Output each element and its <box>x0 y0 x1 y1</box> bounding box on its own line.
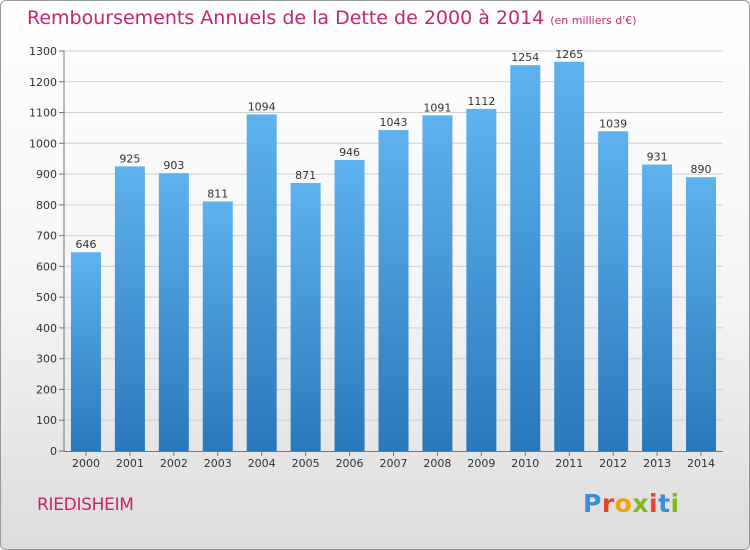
data-label: 1039 <box>599 117 627 130</box>
bar <box>554 61 585 452</box>
data-label: 890 <box>691 163 712 176</box>
bar <box>598 131 629 452</box>
x-tick-label: 2013 <box>643 457 671 470</box>
city-name: RIEDISHEIM <box>37 495 134 515</box>
data-label: 925 <box>119 152 140 165</box>
y-tick-label: 0 <box>50 445 57 458</box>
x-tick-label: 2012 <box>599 457 627 470</box>
x-tick-label: 2002 <box>160 457 188 470</box>
data-label: 1112 <box>467 95 495 108</box>
x-tick-label: 2010 <box>511 457 539 470</box>
bar <box>202 201 233 451</box>
y-tick-label: 200 <box>36 383 57 396</box>
y-tick-label: 700 <box>36 230 57 243</box>
data-label: 1254 <box>511 51 539 64</box>
y-tick-label: 1100 <box>29 107 57 120</box>
data-label: 903 <box>163 159 184 172</box>
x-tick-label: 2008 <box>423 457 451 470</box>
bar <box>686 177 717 451</box>
data-labels: 646 925 903 811 1094 871 946 1043 1091 1112 1254 12… <box>75 48 711 251</box>
bar <box>378 130 409 452</box>
logo-letter: t <box>658 489 671 518</box>
bar <box>466 108 497 451</box>
x-tick-label: 2011 <box>555 457 583 470</box>
bar <box>290 183 321 451</box>
bar <box>642 164 673 452</box>
bars <box>70 61 717 452</box>
data-label: 1091 <box>423 101 451 114</box>
x-tick-label: 2009 <box>467 457 495 470</box>
logo-letter: x <box>632 489 649 518</box>
bar <box>510 65 541 452</box>
logo-letter: i <box>670 489 680 518</box>
y-tick-label: 500 <box>36 291 57 304</box>
logo-letter: P <box>583 489 602 518</box>
axes <box>63 51 723 456</box>
bar <box>422 115 453 452</box>
logo-letter: r <box>601 489 615 518</box>
bar <box>246 114 277 451</box>
x-tick-label: 2006 <box>336 457 364 470</box>
data-label: 946 <box>339 146 360 159</box>
logo-letter: o <box>614 489 633 518</box>
x-tick-label: 2003 <box>204 457 232 470</box>
y-tick-label: 600 <box>36 260 57 273</box>
data-label: 1094 <box>248 100 276 113</box>
bar <box>334 159 365 451</box>
y-tick-label: 300 <box>36 353 57 366</box>
bar <box>158 173 189 451</box>
y-tick-label: 400 <box>36 322 57 335</box>
x-tick-label: 2000 <box>72 457 100 470</box>
proxiti-logo: Proxiti <box>583 489 680 518</box>
y-tick-label: 1300 <box>29 45 57 58</box>
x-tick-label: 2014 <box>687 457 715 470</box>
bar <box>70 252 101 451</box>
y-tick-label: 800 <box>36 199 57 212</box>
data-label: 1265 <box>555 48 583 61</box>
y-tick-label: 900 <box>36 168 57 181</box>
y-tick-label: 1000 <box>29 137 57 150</box>
data-label: 931 <box>647 151 668 164</box>
y-tick-label: 100 <box>36 414 57 427</box>
bar <box>114 166 145 451</box>
x-tick-label: 2004 <box>248 457 276 470</box>
chart-title-unit: (en milliers d'€) <box>550 14 637 27</box>
data-label: 811 <box>207 187 228 200</box>
logo-letter: i <box>649 489 659 518</box>
x-tick-labels: 2000 2001 2002 2003 2004 2005 2006 2007 2008 2009… <box>72 457 715 470</box>
y-tick-label: 1200 <box>29 76 57 89</box>
data-label: 1043 <box>380 116 408 129</box>
y-tick-labels: 0 100 200 300 400 500 600 700 800 900 1000 1100 1200… <box>29 45 57 458</box>
data-label: 646 <box>75 238 96 251</box>
chart-title-main: Remboursements Annuels de la Dette de 20… <box>27 7 545 29</box>
x-tick-label: 2005 <box>292 457 320 470</box>
x-tick-label: 2001 <box>116 457 144 470</box>
chart-title: Remboursements Annuels de la Dette de 20… <box>27 7 637 29</box>
data-label: 871 <box>295 169 316 182</box>
x-tick-label: 2007 <box>380 457 408 470</box>
